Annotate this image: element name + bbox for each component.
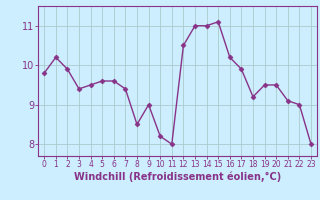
- X-axis label: Windchill (Refroidissement éolien,°C): Windchill (Refroidissement éolien,°C): [74, 172, 281, 182]
